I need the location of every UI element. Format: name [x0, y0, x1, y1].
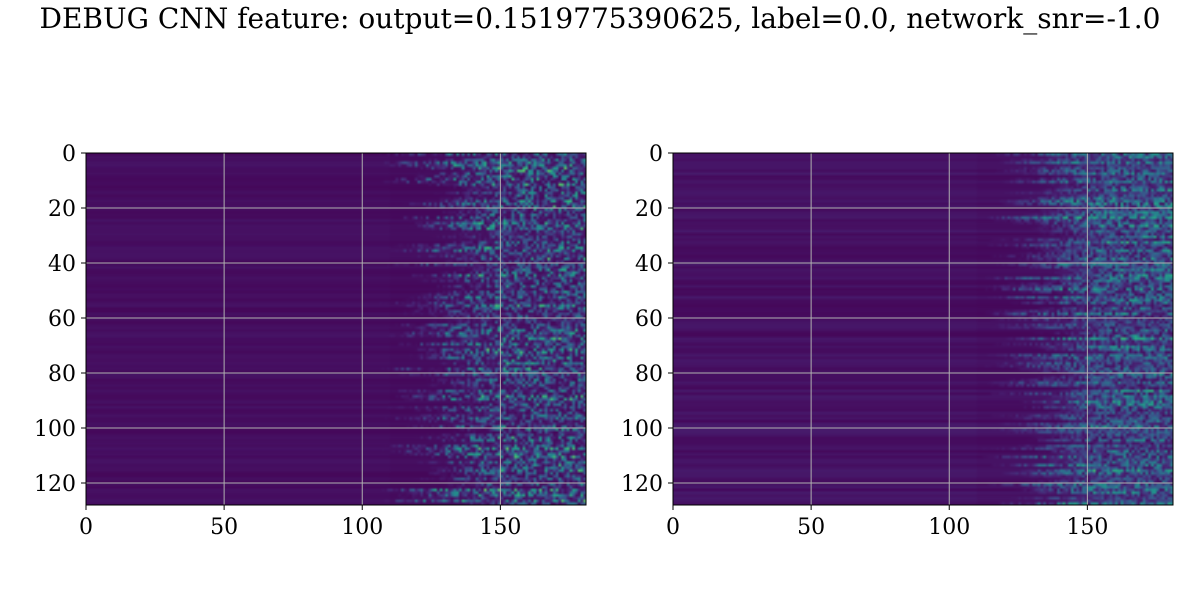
- y-tick-label: 80: [48, 362, 76, 387]
- y-tick-label: 0: [649, 142, 663, 167]
- axes-overlay-left: 0 50 100 150 0 20 40 60 80 100 120: [34, 142, 587, 540]
- heatmap-panel-left: 0 50 100 150 0 20 40 60 80 100 120: [34, 142, 587, 540]
- y-tick-label: 20: [48, 197, 76, 222]
- y-tick-label: 40: [48, 252, 76, 277]
- x-tick-label: 100: [341, 515, 383, 540]
- y-tick-label: 60: [635, 307, 663, 332]
- x-tick-label: 50: [210, 515, 238, 540]
- axes-frame: [672, 152, 1174, 506]
- y-tick-label: 40: [635, 252, 663, 277]
- y-tick-label: 120: [621, 472, 663, 497]
- x-tick-label: 100: [928, 515, 970, 540]
- y-tick-label: 80: [635, 362, 663, 387]
- axes-overlay-right: 0 50 100 150 0 20 40 60 80 100 120: [621, 142, 1174, 540]
- heatmap-panel-right: 0 50 100 150 0 20 40 60 80 100 120: [621, 142, 1174, 540]
- y-tick-label: 120: [34, 472, 76, 497]
- x-tick-label: 0: [666, 515, 680, 540]
- axes-frame: [85, 152, 587, 506]
- y-tick-label: 100: [621, 417, 663, 442]
- x-tick-label: 0: [79, 515, 93, 540]
- x-tick-label: 150: [1066, 515, 1108, 540]
- heatmap-image-left: [86, 153, 586, 505]
- x-tick-label: 50: [797, 515, 825, 540]
- y-tick-label: 20: [635, 197, 663, 222]
- y-tick-label: 60: [48, 307, 76, 332]
- x-tick-label: 150: [479, 515, 521, 540]
- y-tick-label: 0: [62, 142, 76, 167]
- figure-title: DEBUG CNN feature: output=0.151977539062…: [39, 2, 1161, 35]
- heatmap-image-right: [673, 153, 1173, 505]
- y-tick-label: 100: [34, 417, 76, 442]
